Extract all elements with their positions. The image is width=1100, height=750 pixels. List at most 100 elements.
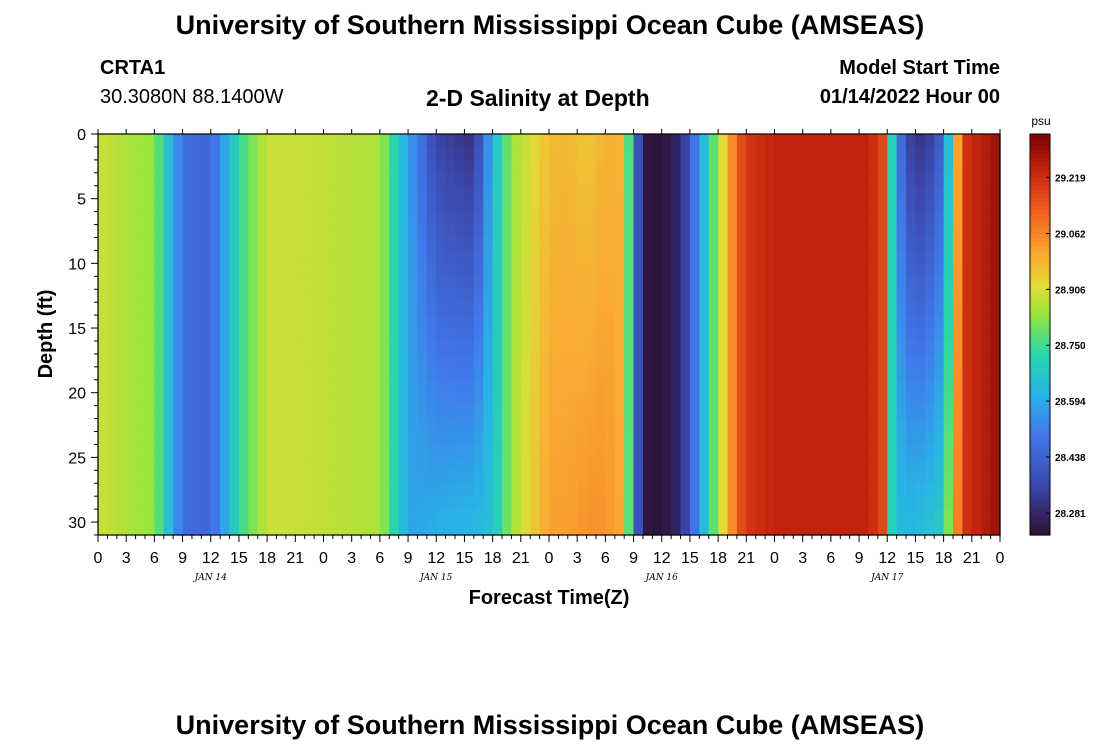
heatmap-cell	[671, 470, 682, 484]
heatmap-cell	[877, 237, 888, 252]
heatmap-cell	[765, 172, 776, 187]
heatmap-cell	[736, 522, 747, 536]
heatmap-cell	[924, 328, 935, 342]
heatmap-cell	[981, 509, 992, 523]
heatmap-cell	[549, 302, 559, 316]
heatmap-cell	[736, 392, 747, 407]
heatmap-cell	[642, 340, 653, 355]
heatmap-cell	[849, 470, 860, 484]
heatmap-cell	[464, 263, 475, 277]
heatmap-cell	[370, 431, 381, 446]
heatmap-cell	[981, 366, 992, 381]
heatmap-cell	[295, 470, 306, 484]
heatmap-cell	[361, 289, 372, 303]
heatmap-cell	[257, 315, 268, 329]
heatmap-cell	[586, 211, 597, 226]
heatmap-cell	[342, 172, 353, 187]
heatmap-cell	[464, 302, 475, 316]
heatmap-cell	[990, 405, 1001, 420]
colorbar-unit: psu	[1031, 114, 1050, 128]
heatmap-cell	[868, 483, 879, 497]
heatmap-cell	[116, 263, 127, 277]
heatmap-cell	[220, 185, 231, 200]
heatmap-cell	[295, 522, 306, 536]
heatmap-cell	[220, 211, 231, 226]
heatmap-cell	[633, 315, 644, 329]
heatmap-cell	[934, 198, 945, 213]
heatmap-cell	[455, 159, 466, 174]
heatmap-cell	[877, 379, 888, 394]
heatmap-cell	[558, 172, 569, 187]
chart-subtitle: 2-D Salinity at Depth	[426, 85, 650, 111]
heatmap-cell	[765, 340, 776, 355]
heatmap-cell	[671, 431, 682, 446]
heatmap-cell	[727, 328, 738, 342]
heatmap-cell	[708, 405, 719, 420]
heatmap-cell	[201, 340, 212, 355]
heatmap-cell	[201, 470, 212, 484]
heatmap-cell	[502, 263, 513, 277]
heatmap-cell	[896, 444, 907, 458]
heatmap-cell	[417, 159, 428, 174]
heatmap-cell	[417, 315, 428, 329]
heatmap-cell	[783, 159, 794, 174]
heatmap-cell	[605, 237, 616, 252]
heatmap-cell	[887, 340, 898, 355]
heatmap-cell	[605, 379, 616, 394]
heatmap-cell	[201, 483, 212, 497]
colorbar-segment	[1030, 290, 1050, 295]
heatmap-cell	[840, 483, 851, 497]
heatmap-cell	[887, 522, 898, 536]
heatmap-cell	[295, 444, 306, 458]
heatmap-cell	[915, 185, 926, 200]
heatmap-cell	[295, 366, 306, 381]
heatmap-cell	[445, 457, 456, 471]
heatmap-cell	[934, 328, 945, 342]
heatmap-cell	[220, 496, 231, 510]
heatmap-cell	[708, 418, 719, 433]
heatmap-cell	[135, 250, 146, 264]
heatmap-cell	[633, 185, 644, 200]
heatmap-cell	[220, 289, 231, 303]
heatmap-cell	[389, 172, 400, 187]
colorbar-segment	[1030, 194, 1050, 199]
heatmap-cell	[671, 457, 682, 471]
heatmap-cell	[144, 366, 155, 381]
heatmap-cell	[577, 431, 588, 446]
heatmap-cell	[361, 237, 372, 252]
heatmap-cell	[736, 431, 747, 446]
heatmap-cell	[642, 457, 653, 471]
heatmap-cell	[718, 185, 729, 200]
heatmap-cell	[426, 392, 437, 407]
heatmap-cell	[896, 496, 907, 510]
heatmap-cell	[389, 444, 400, 458]
heatmap-cell	[689, 340, 700, 355]
heatmap-cell	[502, 379, 513, 394]
heatmap-cell	[990, 444, 1001, 458]
heatmap-cell	[680, 146, 691, 161]
heatmap-cell	[783, 405, 794, 420]
heatmap-cell	[924, 211, 935, 226]
heatmap-cell	[595, 315, 606, 329]
heatmap-cell	[783, 211, 794, 226]
heatmap-cell	[238, 418, 249, 433]
heatmap-cell	[755, 250, 766, 264]
heatmap-cell	[257, 289, 268, 303]
heatmap-cell	[511, 134, 522, 148]
heatmap-cell	[765, 263, 776, 277]
heatmap-cell	[586, 159, 597, 174]
heatmap-cell	[191, 418, 202, 433]
heatmap-cell	[473, 315, 484, 329]
heatmap-cell	[887, 302, 898, 316]
heatmap-cell	[633, 340, 644, 355]
heatmap-cell	[436, 366, 447, 381]
heatmap-cell	[849, 405, 860, 420]
heatmap-cell	[520, 172, 531, 187]
heatmap-cell	[962, 328, 973, 342]
heatmap-cell	[426, 315, 437, 329]
heatmap-cell	[426, 483, 437, 497]
heatmap-cell	[464, 470, 475, 484]
heatmap-cell	[830, 224, 841, 239]
heatmap-cell	[285, 392, 296, 407]
heatmap-cell	[107, 470, 118, 484]
